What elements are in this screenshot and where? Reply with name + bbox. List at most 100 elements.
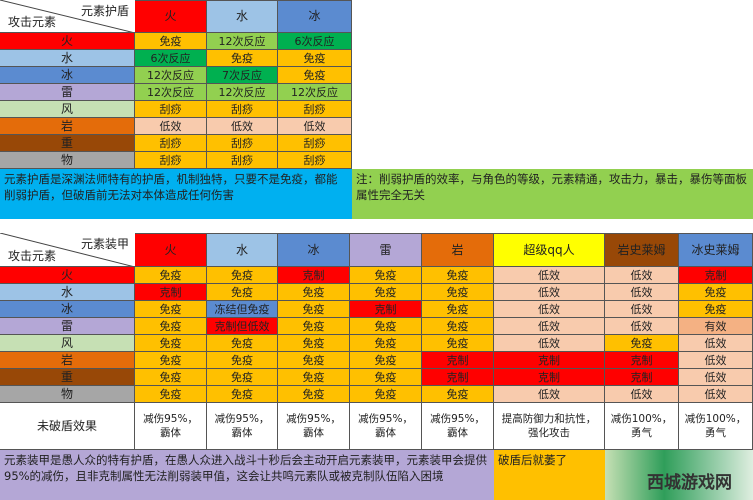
shield-table-cell: 12次反应 <box>207 33 278 50</box>
armor-column-header: 火 <box>135 233 207 267</box>
armor-table-cell: 克制 <box>605 352 679 369</box>
armor-table-cell: 克制但低效 <box>207 318 278 335</box>
armor-column-header: 水 <box>207 233 278 267</box>
watermark-text: 西城游戏网 <box>647 473 732 493</box>
armor-table-cell: 免疫 <box>350 284 422 301</box>
armor-table-cell: 克制 <box>605 369 679 386</box>
corner-top-label: 元素装甲 <box>80 237 129 251</box>
shield-table-cell: 刮痧 <box>135 152 207 169</box>
armor-table-cell: 免疫 <box>135 386 207 403</box>
armor-table-cell: 克制 <box>494 369 605 386</box>
shield-table-cell: 刮痧 <box>207 135 278 152</box>
armor-table-cell: 免疫 <box>135 369 207 386</box>
armor-side-note: 破盾后就萎了 <box>494 450 605 500</box>
shield-column-header: 火 <box>135 0 207 33</box>
armor-table-cell: 免疫 <box>207 267 278 284</box>
shield-row-header: 岩 <box>0 118 135 135</box>
armor-row-header: 冰 <box>0 301 135 318</box>
armor-row-header: 火 <box>0 267 135 284</box>
effect-label: 未破盾效果 <box>0 403 135 450</box>
armor-table-cell: 低效 <box>605 301 679 318</box>
shield-table-cell: 12次反应 <box>278 84 352 101</box>
armor-table-cell: 免疫 <box>350 386 422 403</box>
shield-corner-header: 元素护盾 攻击元素 <box>0 0 135 33</box>
shield-table-cell: 6次反应 <box>135 50 207 67</box>
armor-table-cell: 低效 <box>605 386 679 403</box>
armor-note: 元素装甲是愚人众的特有护盾，在愚人众进入战斗十秒后会主动开启元素装甲，元素装甲会… <box>0 450 494 500</box>
armor-table-cell: 免疫 <box>278 369 350 386</box>
effect-cell: 减伤95%，霸体 <box>135 403 207 450</box>
armor-table-cell: 低效 <box>494 386 605 403</box>
armor-table-cell: 免疫 <box>350 267 422 284</box>
armor-table-cell: 低效 <box>679 352 753 369</box>
shield-table-cell: 免疫 <box>278 50 352 67</box>
shield-table-cell: 免疫 <box>135 33 207 50</box>
shield-table-cell: 免疫 <box>278 67 352 84</box>
shield-table-cell: 刮痧 <box>278 152 352 169</box>
armor-table-cell: 免疫 <box>422 335 494 352</box>
shield-column-header: 水 <box>207 0 278 33</box>
armor-table-cell: 免疫 <box>207 352 278 369</box>
armor-row-header: 物 <box>0 386 135 403</box>
armor-table-cell: 免疫 <box>135 267 207 284</box>
armor-table-cell: 免疫 <box>422 301 494 318</box>
shield-side-note: 注：削弱护盾的效率，与角色的等级，元素精通，攻击力，暴击，暴伤等面板属性完全无关 <box>352 169 753 219</box>
armor-table-cell: 免疫 <box>278 352 350 369</box>
armor-table-cell: 低效 <box>679 369 753 386</box>
watermark-logo: 西城游戏网 <box>605 450 753 500</box>
armor-table-cell: 免疫 <box>207 386 278 403</box>
shield-row-header: 重 <box>0 135 135 152</box>
armor-table-cell: 免疫 <box>278 386 350 403</box>
effect-cell: 减伤95%，霸体 <box>278 403 350 450</box>
armor-column-header: 岩史莱姆 <box>605 233 679 267</box>
effect-cell: 减伤95%，霸体 <box>207 403 278 450</box>
armor-table-cell: 免疫 <box>350 352 422 369</box>
armor-table-cell: 克制 <box>135 284 207 301</box>
armor-table-cell: 克制 <box>278 267 350 284</box>
shield-row-header: 水 <box>0 50 135 67</box>
armor-table-cell: 低效 <box>679 386 753 403</box>
armor-column-header: 岩 <box>422 233 494 267</box>
effect-cell: 减伤95%，霸体 <box>422 403 494 450</box>
armor-table-cell: 免疫 <box>350 369 422 386</box>
armor-row-header: 岩 <box>0 352 135 369</box>
shield-table-cell: 低效 <box>207 118 278 135</box>
effect-cell: 减伤100%，勇气 <box>605 403 679 450</box>
shield-note: 元素护盾是深渊法师特有的护盾，机制独特，只要不是免疫，都能削弱护盾，但破盾前无法… <box>0 169 352 219</box>
shield-table-cell: 免疫 <box>207 50 278 67</box>
armor-table-cell: 免疫 <box>422 284 494 301</box>
shield-table-cell: 刮痧 <box>278 101 352 118</box>
shield-table-cell: 刮痧 <box>135 101 207 118</box>
armor-table-cell: 免疫 <box>207 335 278 352</box>
shield-table-cell: 12次反应 <box>207 84 278 101</box>
armor-row-header: 雷 <box>0 318 135 335</box>
armor-table-cell: 低效 <box>494 284 605 301</box>
armor-table-cell: 低效 <box>605 267 679 284</box>
armor-table-cell: 免疫 <box>350 335 422 352</box>
shield-table-cell: 刮痧 <box>135 135 207 152</box>
shield-table-cell: 刮痧 <box>207 152 278 169</box>
shield-table-cell: 7次反应 <box>207 67 278 84</box>
armor-table-cell: 免疫 <box>135 301 207 318</box>
shield-table-cell: 12次反应 <box>135 67 207 84</box>
effect-cell: 提高防御力和抗性，强化攻击 <box>494 403 605 450</box>
armor-table-cell: 低效 <box>494 267 605 284</box>
armor-column-header: 冰 <box>278 233 350 267</box>
armor-table-cell: 低效 <box>605 318 679 335</box>
armor-table-cell: 克制 <box>679 267 753 284</box>
armor-table-cell: 冻结但免疫 <box>207 301 278 318</box>
shield-table-cell: 低效 <box>135 118 207 135</box>
armor-table-cell: 免疫 <box>422 267 494 284</box>
shield-row-header: 物 <box>0 152 135 169</box>
shield-row-header: 风 <box>0 101 135 118</box>
shield-row-header: 雷 <box>0 84 135 101</box>
armor-column-header: 雷 <box>350 233 422 267</box>
armor-table-cell: 有效 <box>679 318 753 335</box>
armor-table-cell: 克制 <box>422 369 494 386</box>
armor-table-cell: 低效 <box>494 301 605 318</box>
armor-table-cell: 免疫 <box>207 369 278 386</box>
armor-table-cell: 免疫 <box>135 352 207 369</box>
shield-row-header: 火 <box>0 33 135 50</box>
armor-table-cell: 低效 <box>494 318 605 335</box>
shield-row-header: 冰 <box>0 67 135 84</box>
